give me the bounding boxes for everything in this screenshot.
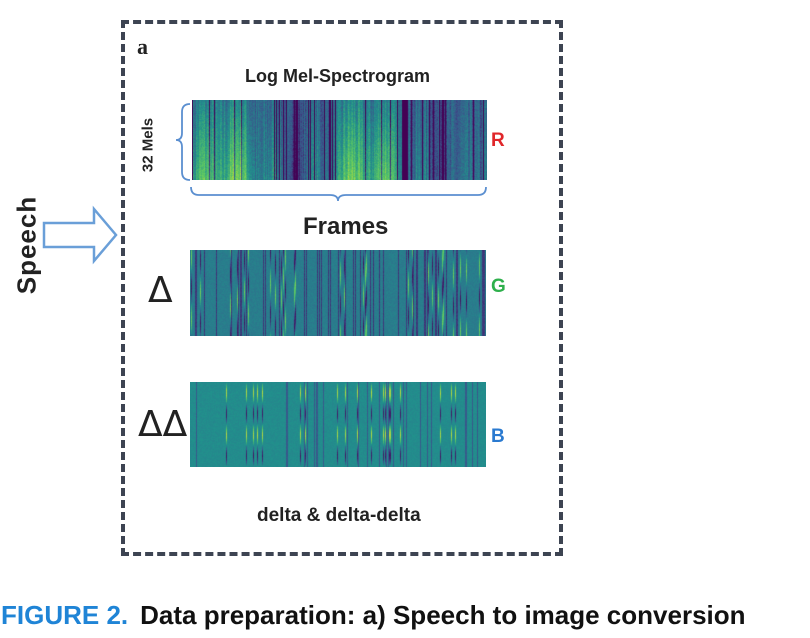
mels-brace <box>175 103 191 181</box>
figure-caption-text: Data preparation: a) Speech to image con… <box>140 600 746 630</box>
delta-delta-spectrogram <box>190 382 486 467</box>
panel-letter: a <box>137 34 148 59</box>
frames-label: Frames <box>303 213 389 240</box>
spectrogram-title: Log Mel-Spectrogram <box>245 66 431 86</box>
right-arrow-icon <box>42 205 118 265</box>
delta-caption: delta & delta-delta <box>257 505 421 526</box>
figure-number: FIGURE 2. <box>1 600 129 630</box>
delta-delta-symbol: ΔΔ <box>138 404 188 445</box>
frames-brace <box>190 186 487 202</box>
channel-r-label: R <box>491 130 505 151</box>
channel-g-label: G <box>491 276 506 297</box>
log-mel-spectrogram <box>192 100 487 180</box>
delta-spectrogram <box>190 250 486 336</box>
diagram-frame <box>121 20 563 556</box>
channel-b-label: B <box>491 426 505 447</box>
figure-caption: FIGURE 2. Data preparation: a) Speech to … <box>1 600 746 631</box>
delta-symbol: Δ <box>148 270 173 311</box>
